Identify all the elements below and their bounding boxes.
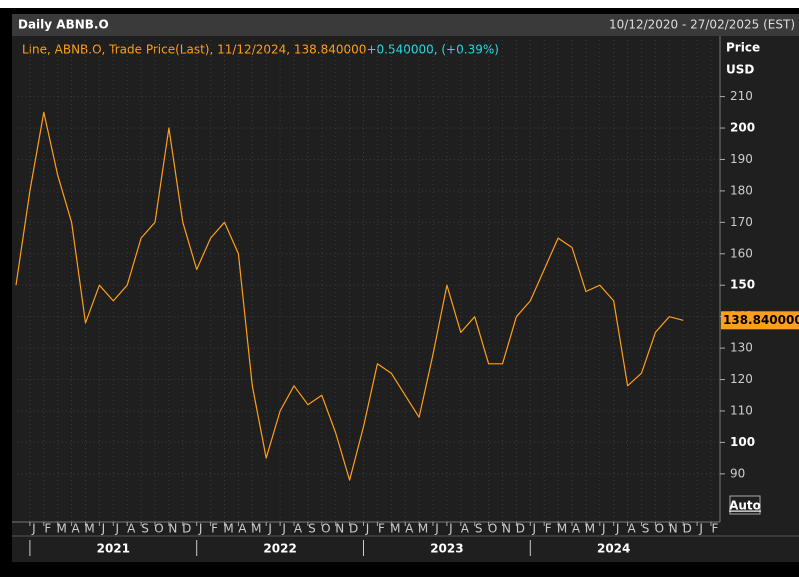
x-tick-label: O [488,522,497,536]
x-tick-label: F [211,522,218,536]
x-tick-label: J [31,522,36,536]
x-tick-label: O [655,522,664,536]
year-label: 2022 [263,542,296,556]
y-tick-label: 120 [730,372,753,386]
y-tick-label: 130 [730,341,753,355]
x-tick-label: A [238,522,247,536]
x-tick-label: J [281,522,286,536]
date-range: 10/12/2020 - 27/02/2025 (EST) [609,18,795,32]
x-tick-label: O [321,522,330,536]
x-tick-label: S [308,522,316,536]
x-tick-label: D [516,522,525,536]
x-tick-label: S [642,522,650,536]
y-tick-label: 200 [730,121,755,135]
y-tick-label: 110 [730,403,753,417]
x-tick-label: J [434,522,439,536]
x-tick-label: J [267,522,272,536]
x-tick-label: N [502,522,511,536]
y-tick-label: 170 [730,215,753,229]
x-tick-label: A [294,522,303,536]
year-label: 2023 [430,542,463,556]
x-tick-label: D [349,522,358,536]
x-tick-label: A [461,522,470,536]
chart-title: Daily ABNB.O [18,18,109,32]
auto-label[interactable]: Auto [729,499,761,513]
x-tick-label: F [378,522,385,536]
x-tick-label: N [335,522,344,536]
x-tick-label: J [698,522,703,536]
y-tick-label: 180 [730,183,753,197]
x-tick-label: M [223,522,233,536]
x-tick-label: F [545,522,552,536]
y-tick-label: 100 [730,435,755,449]
x-tick-label: A [127,522,136,536]
x-tick-label: F [712,522,719,536]
x-tick-label: J [198,522,203,536]
x-tick-label: F [44,522,51,536]
x-tick-label: J [615,522,620,536]
y-tick-label: 210 [730,89,753,103]
x-tick-label: S [141,522,149,536]
x-tick-label: M [57,522,67,536]
y-axis-label: Price [726,41,760,55]
x-tick-label: J [532,522,537,536]
x-tick-label: J [601,522,606,536]
year-label: 2021 [97,542,130,556]
auto-button[interactable] [729,495,761,515]
x-tick-label: M [84,522,94,536]
x-tick-label: M [390,522,400,536]
x-axis-strip [12,522,799,562]
year-label: 2024 [597,542,630,556]
x-tick-label: O [154,522,163,536]
x-tick-label: M [251,522,261,536]
x-tick-label: M [557,522,567,536]
x-tick-label: N [168,522,177,536]
x-tick-label: J [365,522,370,536]
x-tick-label: D [182,522,191,536]
x-tick-label: J [101,522,106,536]
last-value-label: 138.840000 [723,313,799,327]
legend-text: Line, ABNB.O, Trade Price(Last), 11/12/2… [22,43,366,57]
x-tick-label: J [448,522,453,536]
y-tick-label: 150 [730,278,755,292]
x-tick-label: A [627,522,636,536]
y-tick-label: 190 [730,152,753,166]
x-tick-label: D [683,522,692,536]
x-tick-label: N [669,522,678,536]
x-tick-label: A [405,522,414,536]
x-tick-label: A [71,522,80,536]
last-value-box [721,311,799,330]
price-line [15,111,684,481]
y-tick-label: 90 [730,466,745,480]
change-text: +0.540000, (+0.39%) [366,43,498,57]
x-tick-label: M [585,522,595,536]
header-bar [12,14,799,36]
x-tick-label: S [475,522,483,536]
x-tick-label: J [115,522,120,536]
y-tick-label: 160 [730,246,753,260]
x-tick-label: M [418,522,428,536]
x-tick-label: A [572,522,581,536]
y-axis-unit: USD [726,63,754,77]
